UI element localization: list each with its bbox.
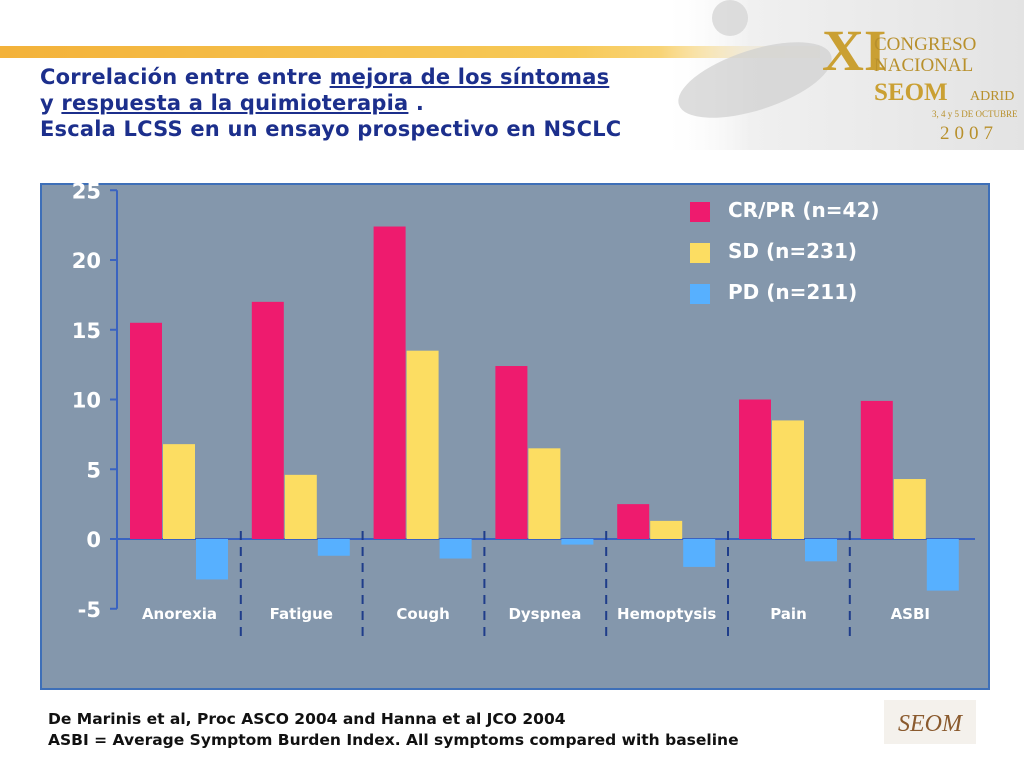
footnote-citation: De Marinis et al, Proc ASCO 2004 and Han…	[48, 710, 566, 728]
bar-fatigue-series-2	[284, 474, 317, 539]
seom-logo-text: SEOM	[898, 711, 964, 737]
footnote: De Marinis et al, Proc ASCO 2004 and Han…	[48, 709, 739, 751]
bar-anorexia-series-3	[196, 539, 228, 580]
banner-congreso: CONGRESO	[874, 34, 976, 55]
x-category-label: Dyspnea	[508, 605, 581, 623]
bar-hemoptysis-series-3	[683, 539, 716, 567]
banner-numeral: XI	[822, 18, 886, 83]
bar-dyspnea-series-1	[495, 366, 528, 539]
legend-swatch-cr-pr	[690, 202, 710, 222]
y-tick-label: 15	[72, 319, 101, 343]
legend-label-cr-pr: CR/PR (n=42)	[728, 198, 880, 222]
legend-label-pd: PD (n=211)	[728, 280, 858, 304]
bar-fatigue-series-3	[317, 539, 350, 556]
footnote-definition: ASBI = Average Symptom Burden Index. All…	[48, 731, 739, 749]
x-category-label: Anorexia	[142, 605, 217, 623]
title-line2-underlined: respuesta a la quimioterapia	[61, 91, 409, 115]
y-tick-label: 10	[72, 389, 101, 413]
y-tick-label: 20	[72, 249, 101, 273]
banner-seom: SEOM	[874, 79, 948, 106]
legend-label-sd: SD (n=231)	[728, 239, 857, 263]
bar-cough-series-1	[373, 226, 406, 539]
title-line1-underlined: mejora de los síntomas	[329, 65, 610, 89]
bar-chart: -5 0 5 10 15 20 25 Anorexia Fatigue Cough Dyspnea H…	[71, 179, 975, 642]
x-category-label: Pain	[770, 605, 807, 623]
x-category-label: Fatigue	[270, 605, 333, 623]
banner-nacional: NACIONAL	[874, 55, 973, 76]
microscope-silhouette-icon	[678, 42, 832, 118]
bar-asbi-series-2	[893, 479, 926, 539]
bar-asbi-series-1	[860, 400, 893, 539]
title-line2-suffix: .	[408, 91, 425, 115]
header-accent-bar	[0, 46, 820, 58]
x-category-label: Hemoptysis	[617, 605, 716, 623]
bar-anorexia-series-1	[130, 322, 162, 539]
y-tick-label: -5	[78, 598, 101, 622]
bar-fatigue-series-1	[251, 301, 284, 539]
x-category-label: ASBI	[891, 605, 930, 623]
legend-swatch-sd	[690, 243, 710, 263]
y-tick-label: 0	[86, 528, 101, 552]
x-category-label: Cough	[396, 605, 449, 623]
banner-madrid: ADRID	[970, 89, 1014, 104]
bar-hemoptysis-series-1	[617, 504, 650, 539]
congress-banner: XI CONGRESO NACIONAL SEOM ADRID 3, 4 y 5…	[660, 0, 1024, 150]
bar-dyspnea-series-2	[528, 448, 561, 539]
title-line3: Escala LCSS en un ensayo prospectivo en …	[40, 117, 622, 141]
banner-year: 2007	[940, 123, 998, 144]
bar-cough-series-3	[439, 539, 472, 559]
seom-logo: SEOM	[884, 700, 976, 744]
bar-anorexia-series-2	[163, 444, 195, 539]
bar-pain-series-2	[772, 420, 804, 539]
title-line2-prefix: y	[40, 91, 62, 115]
y-tick-label: 5	[86, 458, 101, 482]
bar-pain-series-1	[739, 399, 771, 539]
legend-swatch-pd	[690, 284, 710, 304]
bar-cough-series-2	[406, 350, 439, 539]
bar-dyspnea-series-3	[561, 539, 594, 545]
bar-pain-series-3	[805, 539, 837, 562]
y-tick-label: 25	[72, 179, 101, 203]
bar-hemoptysis-series-2	[650, 520, 683, 539]
title-line1-text: Correlación entre entre	[40, 65, 330, 89]
slide-title: Correlación entre entre mejora de los sí…	[40, 64, 621, 142]
bar-asbi-series-3	[926, 539, 959, 591]
banner-dates: 3, 4 y 5 DE OCTUBRE	[932, 109, 1018, 119]
